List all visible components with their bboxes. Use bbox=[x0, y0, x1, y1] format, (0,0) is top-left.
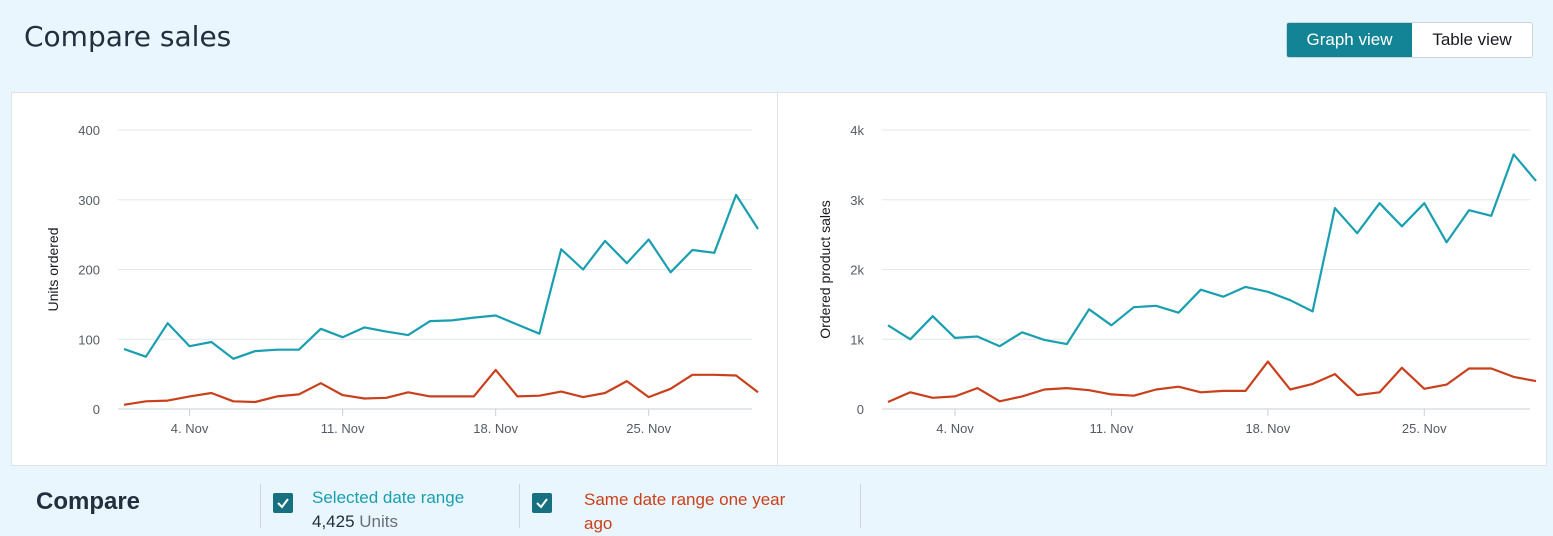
compare-separator bbox=[260, 484, 261, 528]
y-tick-label: 1k bbox=[850, 332, 864, 347]
selected-range-value: 4,425 Units bbox=[312, 512, 398, 532]
y-tick-label: 100 bbox=[78, 332, 100, 347]
page-title: Compare sales bbox=[24, 20, 232, 53]
y-tick-label: 4k bbox=[850, 123, 864, 138]
selected-series-line bbox=[887, 153, 1537, 348]
checkmark-icon bbox=[536, 498, 548, 509]
checkmark-icon bbox=[277, 498, 289, 509]
selected-range-label: Selected date range bbox=[312, 488, 465, 507]
y-tick-label: 0 bbox=[93, 402, 100, 417]
x-tick-label: 25. Nov bbox=[1402, 421, 1447, 436]
x-tick-label: 11. Nov bbox=[321, 421, 365, 436]
units-ordered-chart: 0 100 200 300 400 4. Nov 11. Nov 18. Nov 25. Nov… bbox=[45, 123, 759, 436]
y-tick-label: 3k bbox=[850, 193, 864, 208]
x-tick-label: 18. Nov bbox=[473, 421, 518, 436]
previous-series-line bbox=[123, 368, 759, 406]
x-tick-label: 18. Nov bbox=[1245, 421, 1290, 436]
compare-separator bbox=[860, 484, 861, 528]
previous-series-line bbox=[887, 360, 1537, 404]
y-tick-label: 200 bbox=[78, 263, 100, 278]
selected-units-value: 4,425 bbox=[312, 512, 355, 531]
view-toggle: Graph view Table view bbox=[1286, 22, 1533, 58]
x-tick-label: 4. Nov bbox=[936, 421, 974, 436]
selected-range-checkbox[interactable] bbox=[273, 493, 293, 513]
y-tick-label: 2k bbox=[850, 263, 864, 278]
x-tick-label: 25. Nov bbox=[626, 421, 671, 436]
graph-view-button[interactable]: Graph view bbox=[1287, 23, 1412, 57]
compare-title: Compare bbox=[36, 488, 141, 515]
selected-units-unit: Units bbox=[359, 512, 399, 531]
ordered-product-sales-chart: 0 1k 2k 3k 4k 4. Nov 11. Nov 18. Nov 25. Nov Orde… bbox=[817, 123, 1537, 436]
y-axis-label: Units ordered bbox=[45, 227, 61, 311]
x-tick-label: 11. Nov bbox=[1090, 421, 1134, 436]
x-tick-label: 4. Nov bbox=[171, 421, 209, 436]
y-tick-label: 0 bbox=[857, 402, 864, 417]
previous-range-checkbox[interactable] bbox=[532, 493, 552, 513]
charts-panel: 0 100 200 300 400 4. Nov 11. Nov 18. Nov 25. Nov… bbox=[11, 92, 1547, 466]
chart-divider bbox=[777, 93, 778, 465]
table-view-button[interactable]: Table view bbox=[1412, 23, 1532, 57]
previous-range-label: Same date range one year ago bbox=[584, 490, 786, 533]
y-axis-label: Ordered product sales bbox=[817, 200, 833, 339]
compare-separator bbox=[519, 484, 520, 528]
selected-series-line bbox=[123, 193, 759, 360]
y-tick-label: 300 bbox=[78, 193, 100, 208]
y-tick-label: 400 bbox=[78, 123, 100, 138]
